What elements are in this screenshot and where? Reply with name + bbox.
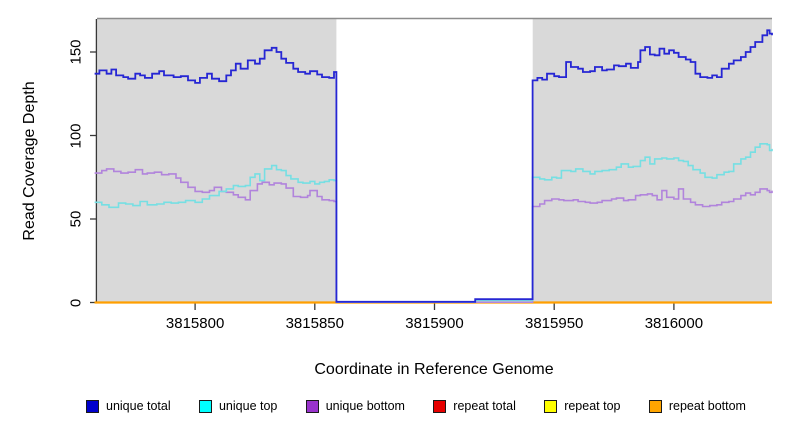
legend-swatch-unique-bottom (305, 399, 319, 413)
y-tick-label: 50 (67, 210, 85, 228)
legend-label: unique bottom (325, 399, 405, 413)
y-tick-label: 100 (67, 122, 85, 149)
legend-label: repeat top (564, 399, 621, 413)
y-axis-title: Read Coverage Depth (21, 81, 38, 241)
x-tick-label: 3815800 (165, 315, 225, 332)
legend-item-repeat-bottom: repeat bottom (648, 399, 746, 413)
legend-item-unique-top: unique top (198, 399, 278, 413)
legend-swatch-unique-total (86, 399, 99, 413)
series-line-unique-total (94, 29, 773, 303)
legend-label: unique top (218, 399, 278, 413)
x-tick-label: 3816000 (644, 315, 704, 332)
chart-legend: unique total unique top unique bottom repea… (86, 399, 746, 413)
legend-label: repeat total (453, 399, 516, 413)
series-line-unique-top (94, 143, 773, 303)
legend-item-repeat-top: repeat top (544, 399, 620, 413)
series-line-unique-bottom (94, 168, 773, 303)
legend-swatch-repeat-total (433, 399, 447, 413)
legend-item-unique-total: unique total (86, 399, 171, 413)
y-tick-label: 0 (67, 298, 85, 307)
x-tick-label: 3815900 (405, 315, 464, 332)
legend-label: repeat bottom (668, 399, 746, 413)
x-axis-title: Coordinate in Reference Genome (314, 361, 554, 378)
legend-item-repeat-total: repeat total (433, 399, 516, 413)
y-tick-label: 150 (67, 39, 85, 65)
legend-swatch-unique-top (198, 399, 212, 413)
legend-swatch-repeat-bottom (648, 399, 662, 413)
gap-region (336, 19, 533, 303)
x-tick-label: 3815850 (285, 315, 344, 332)
x-tick-label: 3815950 (524, 315, 584, 332)
legend-label: unique total (106, 399, 171, 413)
legend-swatch-repeat-top (544, 399, 558, 413)
legend-item-unique-bottom: unique bottom (305, 399, 405, 413)
